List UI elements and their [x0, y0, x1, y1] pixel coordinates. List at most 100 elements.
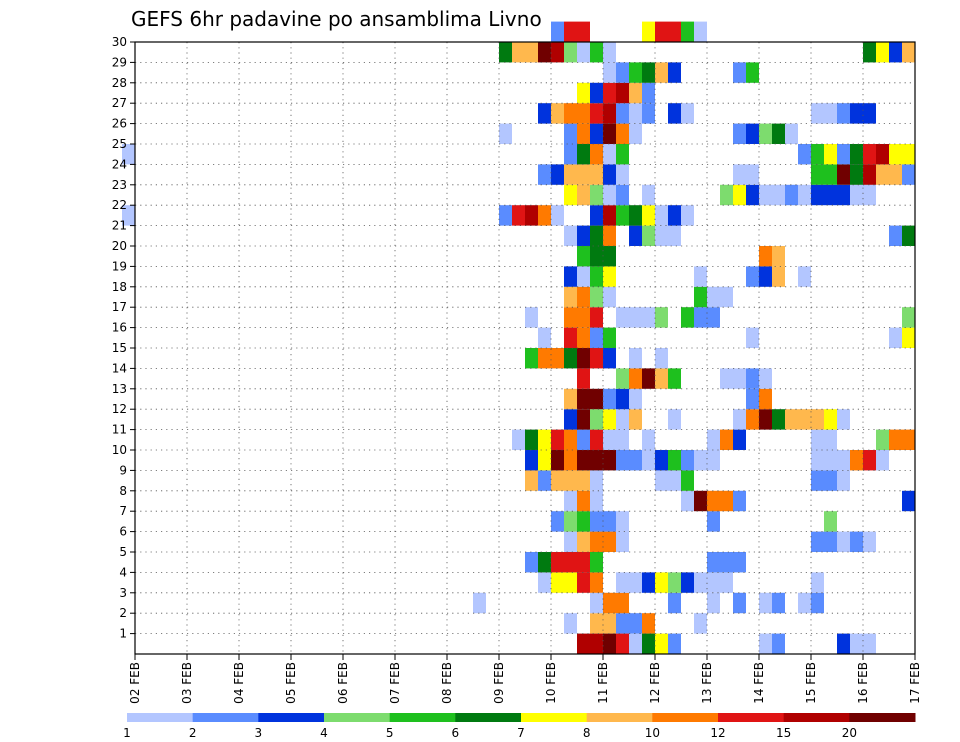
- heatmap-cell: [616, 511, 629, 532]
- heatmap-cell: [577, 552, 590, 573]
- heatmap-cell: [603, 205, 616, 226]
- heatmap-cell: [525, 552, 538, 573]
- y-tick-label: 14: [112, 361, 127, 375]
- heatmap-cell: [642, 633, 655, 654]
- heatmap-cell: [525, 429, 538, 450]
- heatmap-cell: [564, 531, 577, 552]
- heatmap-cell: [772, 409, 785, 430]
- heatmap-cell: [707, 572, 720, 593]
- legend-label: 5: [386, 726, 394, 740]
- heatmap-cell: [811, 572, 824, 593]
- heatmap-cell: [590, 205, 603, 226]
- heatmap-cell: [837, 409, 850, 430]
- heatmap-cell: [538, 470, 551, 491]
- heatmap-cell: [759, 266, 772, 287]
- legend-swatch: [718, 713, 785, 722]
- y-tick-label: 21: [112, 219, 127, 233]
- heatmap-cell: [811, 144, 824, 165]
- heatmap-cell: [616, 613, 629, 634]
- y-tick-label: 25: [112, 137, 127, 151]
- heatmap-cell: [863, 144, 876, 165]
- heatmap-cell: [681, 307, 694, 328]
- heatmap-cell: [603, 388, 616, 410]
- heatmap-cell: [577, 144, 590, 165]
- heatmap-cell: [590, 450, 603, 471]
- heatmap-cell: [902, 144, 915, 165]
- heatmap-cell: [668, 368, 681, 389]
- heatmap-cell: [707, 552, 720, 573]
- y-tick-label: 17: [112, 300, 127, 314]
- heatmap-cell: [525, 307, 538, 328]
- heatmap-cell: [681, 572, 694, 593]
- heatmap-cell: [564, 42, 577, 63]
- heatmap-cell: [720, 490, 733, 512]
- y-tick-label: 13: [112, 382, 127, 396]
- heatmap-cell: [707, 286, 720, 308]
- heatmap-cell: [590, 144, 603, 165]
- heatmap-cell: [616, 62, 629, 83]
- heatmap-cell: [824, 409, 837, 430]
- heatmap-cell: [629, 572, 642, 593]
- heatmap-cell: [681, 21, 694, 42]
- heatmap-cell: [590, 225, 603, 246]
- y-tick-label: 19: [112, 259, 127, 273]
- heatmap-cell: [629, 225, 642, 246]
- heatmap-cell: [642, 368, 655, 389]
- heatmap-cell: [759, 368, 772, 389]
- heatmap-cell: [720, 184, 733, 206]
- heatmap-cell: [720, 552, 733, 573]
- heatmap-cell: [551, 470, 564, 491]
- heatmap-cell: [616, 123, 629, 144]
- heatmap-cell: [538, 327, 551, 348]
- heatmap-cell: [746, 409, 759, 430]
- heatmap-cell: [655, 225, 668, 246]
- heatmap-cell: [577, 42, 590, 63]
- heatmap-cell: [616, 531, 629, 552]
- heatmap-cell: [733, 429, 746, 450]
- heatmap-cell: [590, 470, 603, 491]
- heatmap-cells: [122, 21, 915, 654]
- heatmap-cell: [876, 144, 889, 165]
- heatmap-cell: [655, 470, 668, 491]
- heatmap-cell: [902, 164, 915, 185]
- heatmap-cell: [785, 184, 798, 206]
- heatmap-cell: [564, 490, 577, 512]
- heatmap-cell: [694, 572, 707, 593]
- x-axis-ticks: 02 FEB 03 FEB 04 FEB 05 FEB 06 FEB 07 FEB 08 F…: [128, 654, 922, 704]
- heatmap-cell: [564, 429, 577, 450]
- heatmap-cell: [707, 450, 720, 471]
- heatmap-cell: [902, 42, 915, 63]
- heatmap-cell: [603, 103, 616, 124]
- grid-lines: [135, 42, 915, 654]
- heatmap-cell: [564, 613, 577, 634]
- heatmap-cell: [889, 225, 902, 246]
- y-tick-label: 1: [119, 627, 127, 641]
- y-tick-label: 18: [112, 280, 127, 294]
- heatmap-cell: [564, 164, 577, 185]
- heatmap-cell: [655, 62, 668, 83]
- heatmap-cell: [616, 633, 629, 654]
- heatmap-cell: [902, 429, 915, 450]
- heatmap-cell: [746, 388, 759, 410]
- heatmap-cell: [538, 205, 551, 226]
- heatmap-cell: [564, 103, 577, 124]
- heatmap-cell: [629, 348, 642, 369]
- heatmap-cell: [850, 144, 863, 165]
- heatmap-cell: [122, 205, 135, 226]
- heatmap-cell: [850, 103, 863, 124]
- x-tick-label: 06 FEB: [336, 662, 350, 704]
- heatmap-cell: [564, 123, 577, 144]
- heatmap-cell: [512, 205, 525, 226]
- heatmap-cell: [785, 409, 798, 430]
- heatmap-cell: [655, 307, 668, 328]
- heatmap-cell: [733, 368, 746, 389]
- heatmap-cell: [655, 633, 668, 654]
- heatmap-cell: [577, 511, 590, 532]
- heatmap-cell: [564, 511, 577, 532]
- legend-label: 2: [189, 726, 197, 740]
- heatmap-cell: [538, 450, 551, 471]
- heatmap-cell: [902, 307, 915, 328]
- heatmap-cell: [577, 327, 590, 348]
- y-tick-label: 12: [112, 402, 127, 416]
- heatmap-cell: [603, 409, 616, 430]
